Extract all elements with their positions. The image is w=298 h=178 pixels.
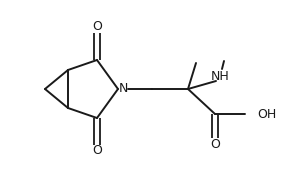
- Text: N: N: [118, 82, 128, 96]
- Text: O: O: [92, 145, 102, 158]
- Text: OH: OH: [257, 108, 276, 121]
- Text: NH: NH: [211, 70, 229, 83]
- Text: O: O: [210, 137, 220, 151]
- Text: O: O: [92, 20, 102, 33]
